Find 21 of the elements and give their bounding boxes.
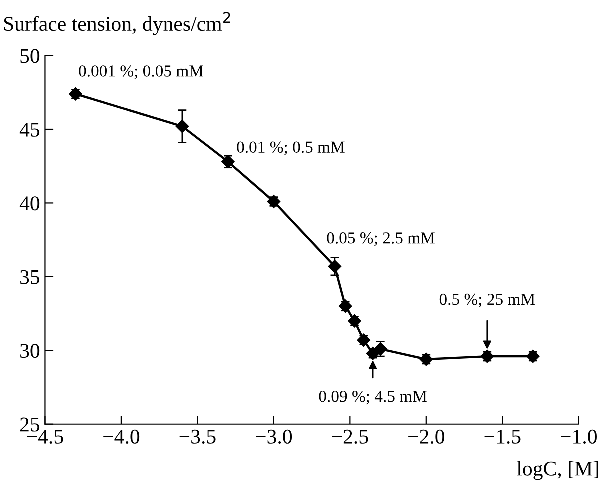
annotation: 0.5 %; 25 mM [440,294,536,308]
x-tick-label: −3.0 [256,430,292,444]
y-tick-label: 40 [20,196,40,211]
y-tick-label: 30 [20,344,40,358]
annotation: 0.001 %; 0.05 mM [79,66,204,80]
annotation: 0.01 %; 0.5 mM [237,142,345,156]
x-tick-label: −2.5 [332,430,368,444]
x-tick-label: −4.5 [27,430,64,444]
y-tick-label: 45 [20,123,40,137]
y-tick-label: 35 [20,270,40,284]
x-tick-label: −4.0 [104,430,140,444]
y-tick-label: 50 [20,49,40,64]
x-tick-label: −2.0 [408,430,445,444]
x-tick-label: −1.5 [484,430,521,444]
y-axis-title: Surface tension, dynes/cm$^{2}$ [4,12,230,36]
annotation: 0.05 %; 2.5 mM [327,232,435,246]
y-tick-label: 25 [20,418,40,432]
x-axis-title: logC, [M] [517,461,598,480]
x-tick-label: −3.5 [180,430,216,444]
annotation: 0.09 %; 4.5 mM [319,390,427,405]
x-tick-label: −1.0 [561,430,597,444]
